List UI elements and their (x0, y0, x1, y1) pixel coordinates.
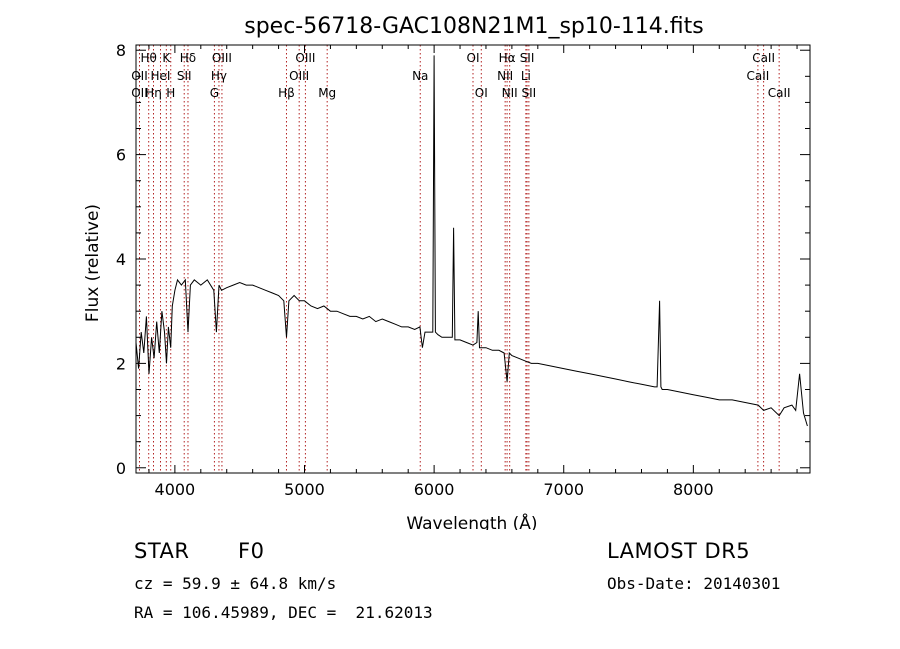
x-axis-label: Wavelength (Å) (406, 512, 537, 530)
line-marker-label-8: SII (177, 69, 192, 83)
survey-name: LAMOST DR5 (607, 539, 751, 563)
observation-date: Obs-Date: 20140301 (607, 574, 781, 593)
x-tick-label-7000: 7000 (543, 480, 584, 499)
y-axis: 0 2 4 6 8 (116, 41, 810, 478)
line-marker-label-14: OIII (289, 69, 309, 83)
y-tick-label-0: 0 (116, 459, 126, 478)
x-tick-label-6000: 6000 (414, 480, 455, 499)
spectrum-chart: spec-56718-GAC108N21M1_sp10-114.fits Hθ O… (83, 14, 811, 530)
line-markers (138, 45, 780, 473)
line-marker-label-23: Li (521, 69, 531, 83)
line-marker-label-19: Hα (499, 51, 516, 65)
line-marker-label-21: NII (502, 86, 518, 100)
y-tick-label-8: 8 (116, 41, 126, 60)
y-tick-label-4: 4 (116, 250, 126, 269)
coordinates: RA = 106.45989, DEC = 21.62013 (134, 603, 433, 622)
line-marker-label-13: OIII (295, 51, 315, 65)
y-axis-label: Flux (relative) (83, 204, 103, 322)
object-class: STAR (134, 539, 190, 563)
line-marker-label-10: Hγ (211, 69, 227, 83)
line-marker-label-26: CaII (746, 69, 769, 83)
line-marker-label-15: Mg (318, 86, 336, 100)
line-marker-label-17: OI (467, 51, 480, 65)
line-marker-label-18: OI (475, 86, 488, 100)
line-marker-label-4: Hη (145, 86, 162, 100)
line-marker-label-25: CaII (752, 51, 775, 65)
x-tick-label-4000: 4000 (155, 480, 196, 499)
line-marker-label-0: Hθ (141, 51, 157, 65)
x-tick-label-8000: 8000 (673, 480, 714, 499)
x-axis: 4000 5000 6000 7000 8000 (148, 45, 798, 499)
line-marker-label-20: NII (497, 69, 513, 83)
redshift-velocity: cz = 59.9 ± 64.8 km/s (134, 574, 337, 593)
chart-title: spec-56718-GAC108N21M1_sp10-114.fits (244, 14, 704, 39)
line-marker-label-9: OIII (212, 51, 232, 65)
x-tick-label-5000: 5000 (284, 480, 325, 499)
line-marker-label-24: SII (522, 86, 537, 100)
line-marker-label-5: K (162, 51, 171, 65)
line-marker-label-22: SII (520, 51, 535, 65)
line-marker-label-27: CaII (768, 86, 791, 100)
line-marker-label-3: OII (131, 86, 148, 100)
y-tick-label-2: 2 (116, 354, 126, 373)
line-marker-label-12: Hβ (278, 86, 295, 100)
object-subclass: F0 (238, 539, 265, 563)
line-marker-label-7: Hδ (180, 51, 196, 65)
spectrum-line (135, 55, 808, 427)
line-marker-label-11: G (210, 86, 219, 100)
y-tick-label-6: 6 (116, 146, 126, 165)
line-marker-label-6: H (166, 86, 175, 100)
line-marker-label-16: Na (412, 69, 428, 83)
line-marker-label-2: HeI (151, 69, 171, 83)
